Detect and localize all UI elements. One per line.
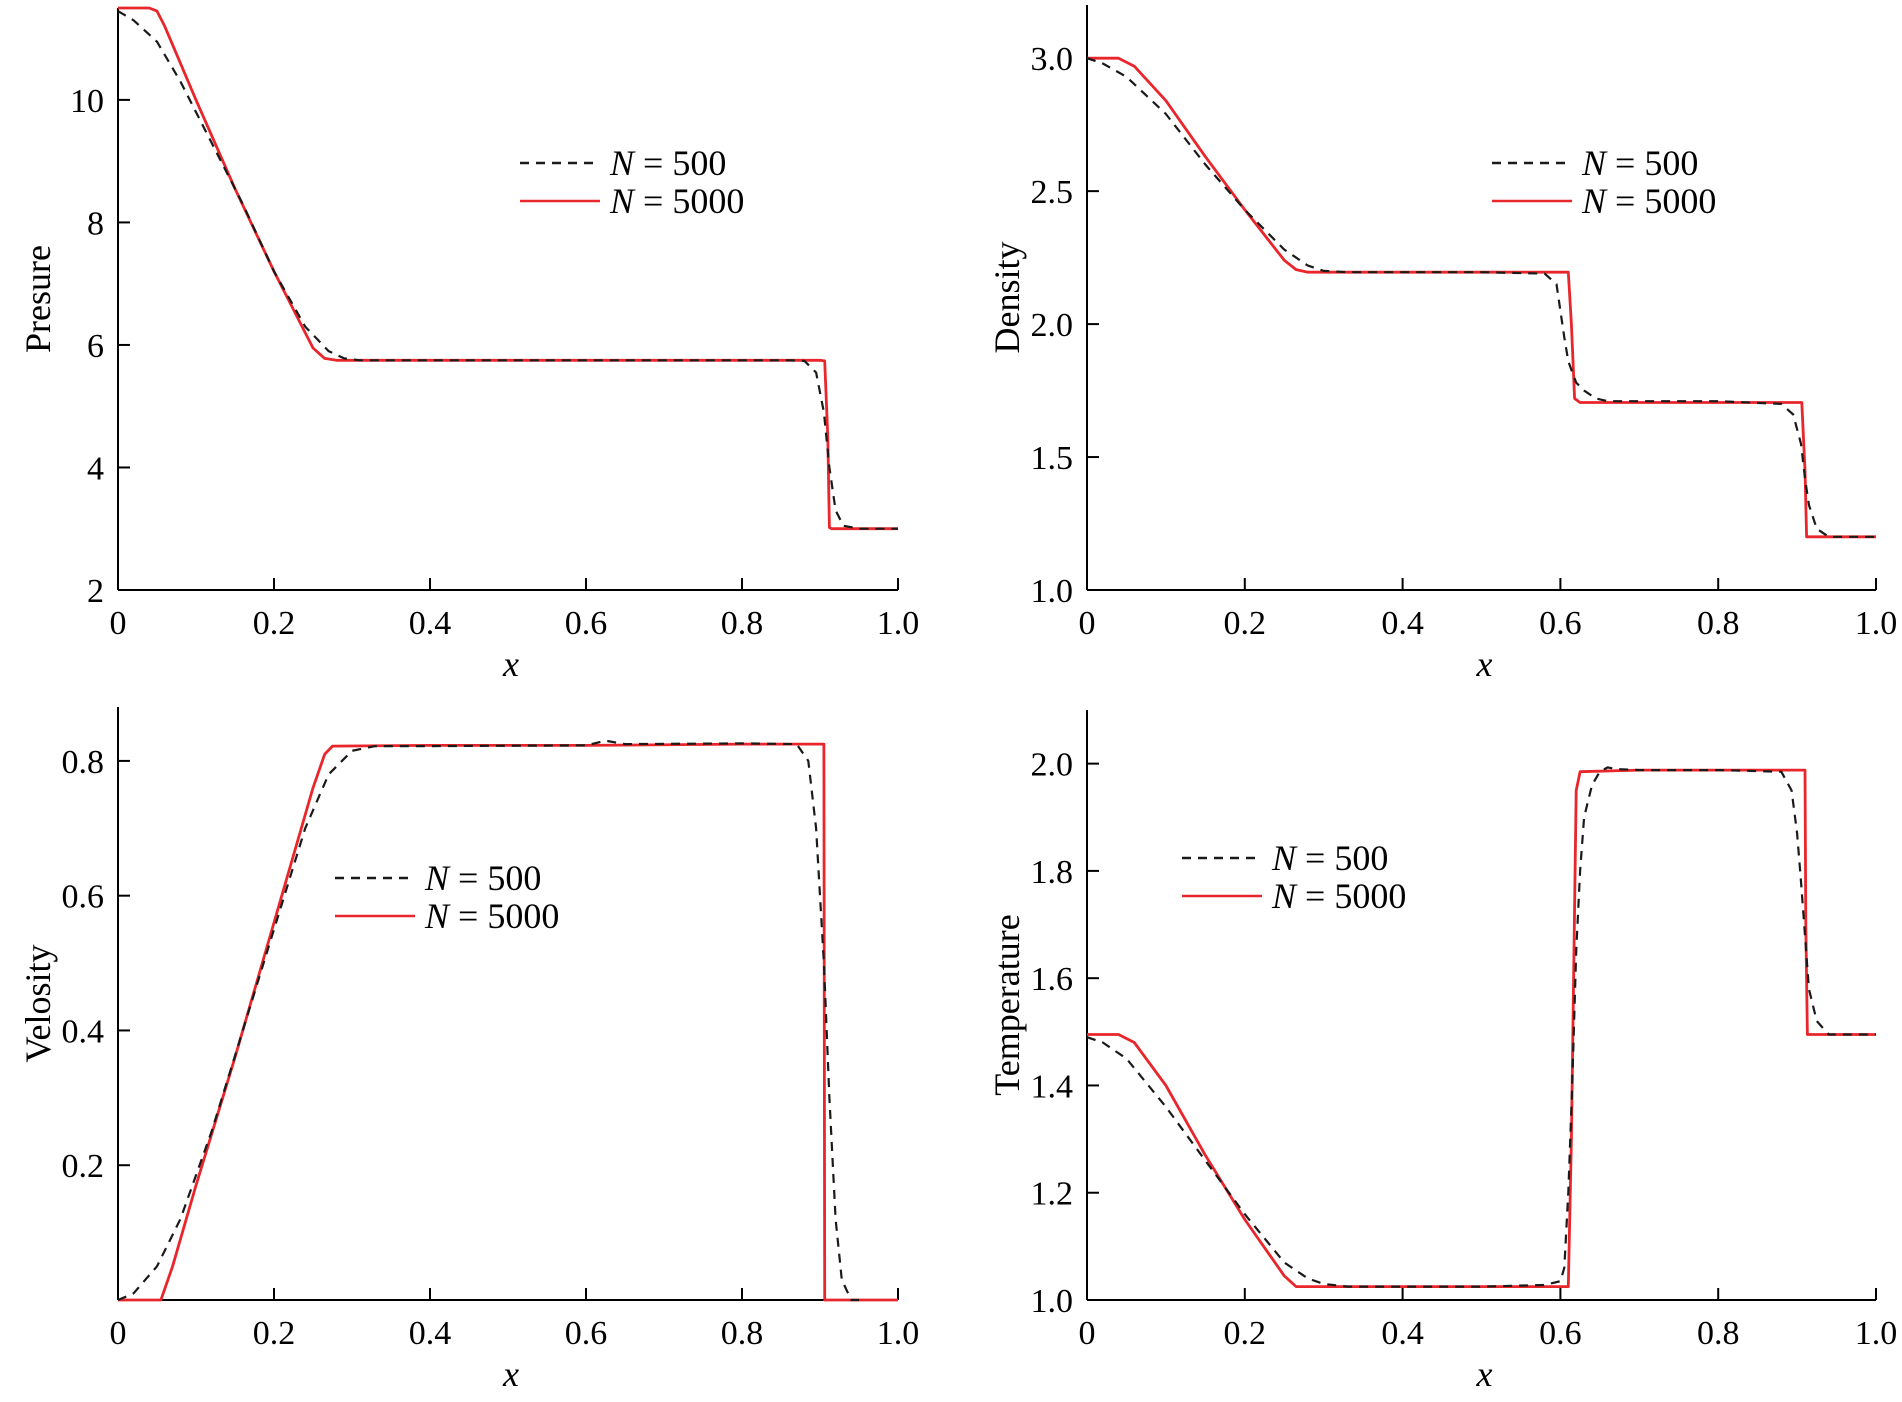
x-tick-label: 1.0: [1855, 1315, 1898, 1352]
x-tick-label: 0.8: [1697, 605, 1740, 642]
y-tick-label: 2: [87, 573, 104, 610]
y-tick-label: 1.4: [1031, 1068, 1074, 1105]
y-tick-label: 1.2: [1031, 1176, 1074, 1213]
legend-label: N = 500: [1581, 143, 1698, 183]
series-line-n5000: [1087, 768, 1876, 1288]
x-tick-label: 0.6: [565, 1315, 608, 1352]
y-axis-label: Density: [987, 242, 1027, 354]
x-axis-label: x: [502, 644, 519, 684]
legend-label: N = 500: [424, 858, 541, 898]
series-line-n500: [117, 10, 898, 530]
y-axis-label: Temperature: [987, 914, 1027, 1095]
y-axis-label: Velosity: [18, 944, 58, 1062]
x-tick-label: 1.0: [877, 605, 920, 642]
y-tick-label: 1.8: [1031, 854, 1074, 891]
chart-panel-3: 0 0.2 0.4 0.6 0.8 1.0 0.2 0.4 0.6 0.8 x Velosity N =…: [18, 707, 919, 1394]
y-axis-label: Presure: [18, 245, 58, 353]
series-line-n5000: [118, 6, 898, 531]
y-tick-label: 1.0: [1031, 573, 1074, 610]
y-tick-label: 2.0: [1031, 747, 1074, 784]
x-tick-label: 0.8: [1697, 1315, 1740, 1352]
x-tick-label: 0.2: [253, 605, 296, 642]
y-tick-label: 3.0: [1031, 41, 1074, 78]
x-tick-label: 0.6: [1539, 605, 1582, 642]
chart-panel-2: 0 0.2 0.4 0.6 0.8 1.0 1.0 1.5 2.0 2.5 3.0 x Density N…: [987, 5, 1897, 684]
x-tick-label: 0.4: [409, 1315, 452, 1352]
x-tick-label: 0.4: [1381, 1315, 1424, 1352]
y-tick-label: 2.5: [1031, 174, 1074, 211]
legend-label: N = 5000: [424, 896, 559, 936]
x-tick-label: 1.0: [1855, 605, 1898, 642]
x-tick-label: 0: [1079, 605, 1096, 642]
y-tick-label: 0.6: [62, 879, 105, 916]
y-tick-label: 0.2: [62, 1148, 105, 1185]
y-tick-label: 6: [87, 328, 104, 365]
y-tick-label: 0.8: [62, 744, 105, 781]
legend-label: N = 5000: [609, 181, 744, 221]
y-tick-label: 1.0: [1031, 1283, 1074, 1320]
x-tick-label: 0.4: [409, 605, 452, 642]
y-tick-label: 4: [87, 450, 104, 487]
legend-label: N = 5000: [1581, 181, 1716, 221]
x-axis-label: x: [502, 1354, 519, 1394]
x-tick-label: 0.8: [721, 605, 764, 642]
y-tick-label: 2.0: [1031, 307, 1074, 344]
series-line-n5000: [118, 742, 898, 1302]
series-line-n500: [117, 739, 859, 1302]
x-tick-label: 0: [1079, 1315, 1096, 1352]
x-tick-label: 0.6: [1539, 1315, 1582, 1352]
x-tick-label: 0.2: [1224, 605, 1267, 642]
x-tick-label: 1.0: [877, 1315, 920, 1352]
y-tick-label: 0.4: [62, 1013, 105, 1050]
x-axis-label: x: [1476, 644, 1493, 684]
x-tick-label: 0.8: [721, 1315, 764, 1352]
x-axis-label: x: [1476, 1354, 1493, 1394]
x-tick-label: 0: [110, 605, 127, 642]
chart-panel-4: 0 0.2 0.4 0.6 0.8 1.0 1.0 1.2 1.4 1.6 1.8 2.0 x Tempe…: [987, 710, 1897, 1394]
legend-label: N = 500: [1271, 838, 1388, 878]
x-tick-label: 0: [110, 1315, 127, 1352]
y-tick-label: 10: [70, 83, 104, 120]
legend-label: N = 500: [609, 143, 726, 183]
legend-label: N = 5000: [1271, 876, 1406, 916]
x-tick-label: 0.4: [1381, 605, 1424, 642]
y-tick-label: 8: [87, 205, 104, 242]
series-line-n500: [1086, 766, 1876, 1288]
y-tick-label: 1.6: [1031, 961, 1074, 998]
series-line-n5000: [1087, 56, 1876, 539]
y-tick-label: 1.5: [1031, 440, 1074, 477]
x-tick-label: 0.2: [253, 1315, 296, 1352]
x-tick-label: 0.2: [1224, 1315, 1267, 1352]
series-line-n500: [1086, 57, 1876, 538]
x-tick-label: 0.6: [565, 605, 608, 642]
